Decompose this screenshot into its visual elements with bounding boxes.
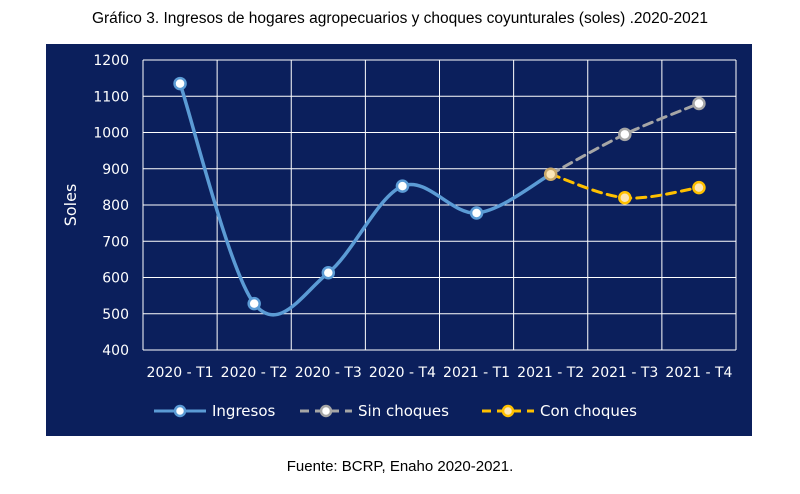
x-tick-label: 2021 - T1: [443, 365, 510, 381]
legend: Ingresos Sin choques Con choques: [154, 402, 637, 420]
x-tick-label: 2021 - T3: [591, 365, 658, 381]
legend-marker-sin-choques: [319, 404, 333, 418]
y-tick-label: 800: [102, 198, 129, 214]
x-tick-label: 2020 - T2: [221, 365, 288, 381]
x-tick-label: 2020 - T1: [147, 365, 214, 381]
y-tick-label: 1100: [93, 89, 129, 105]
data-point-ingresos: [247, 296, 261, 311]
data-point-con-choques: [618, 191, 632, 205]
data-point-ingresos: [395, 179, 410, 193]
x-tick-label: 2021 - T4: [665, 365, 732, 381]
data-point-con-choques: [692, 180, 706, 195]
data-point-ingresos: [469, 206, 484, 220]
x-tick-label: 2020 - T4: [369, 365, 436, 381]
y-tick-label: 500: [102, 307, 129, 323]
y-axis-ticks: 400 500 600 700 800 900 1000 1100 1200: [93, 53, 129, 359]
legend-marker-ingresos: [173, 404, 187, 418]
legend-label-con-choques: Con choques: [540, 402, 637, 420]
y-tick-label: 600: [102, 271, 129, 287]
data-point-ingresos: [543, 167, 558, 181]
series-layer: [173, 76, 706, 317]
y-tick-label: 900: [102, 162, 129, 178]
chart-panel: 400 500 600 700 800 900 1000 1100 1200 Soles 202…: [46, 44, 752, 436]
legend-marker-con-choques: [501, 404, 515, 418]
data-point-sin-choques: [618, 127, 632, 142]
chart-title: Gráfico 3. Ingresos de hogares agropecua…: [91, 10, 709, 27]
data-point-sin-choques: [692, 96, 706, 111]
y-tick-label: 400: [102, 343, 129, 359]
x-tick-label: 2021 - T2: [517, 365, 584, 381]
legend-label-sin-choques: Sin choques: [358, 402, 449, 420]
y-tick-label: 1200: [93, 53, 129, 69]
chart-source: Fuente: BCRP, Enaho 2020-2021.: [286, 458, 514, 475]
data-point-ingresos: [173, 76, 187, 91]
x-axis-ticks: 2020 - T1 2020 - T2 2020 - T3 2020 - T4 2021…: [147, 365, 733, 381]
y-tick-label: 1000: [93, 126, 129, 142]
chart-plot: 400 500 600 700 800 900 1000 1100 1200 Soles 202…: [61, 53, 737, 420]
legend-label-ingresos: Ingresos: [212, 402, 276, 420]
y-tick-label: 700: [102, 234, 129, 250]
y-axis-label: Soles: [61, 184, 80, 227]
x-tick-label: 2020 - T3: [295, 365, 362, 381]
data-point-ingresos: [321, 266, 336, 280]
grid-layer: [142, 59, 737, 351]
